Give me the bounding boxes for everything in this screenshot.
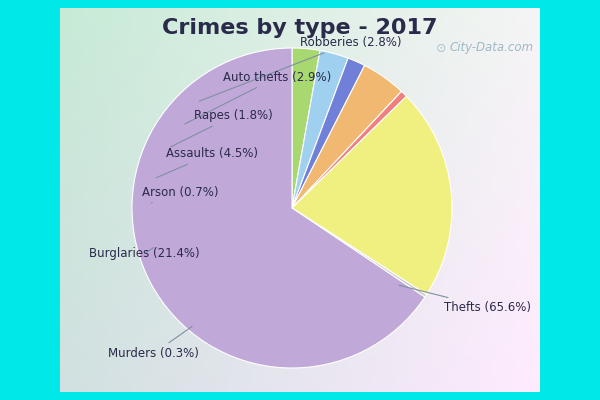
Wedge shape <box>132 48 425 368</box>
Wedge shape <box>292 58 365 208</box>
Text: City-Data.com: City-Data.com <box>450 42 534 54</box>
Text: Crimes by type - 2017: Crimes by type - 2017 <box>162 18 438 38</box>
Wedge shape <box>292 96 452 294</box>
Wedge shape <box>292 91 407 208</box>
Wedge shape <box>292 50 348 208</box>
Wedge shape <box>292 66 401 208</box>
Text: ⊙: ⊙ <box>436 42 446 54</box>
Text: Rapes (1.8%): Rapes (1.8%) <box>170 109 273 147</box>
Text: Murders (0.3%): Murders (0.3%) <box>108 326 199 360</box>
Text: Assaults (4.5%): Assaults (4.5%) <box>156 148 257 178</box>
Text: Robberies (2.8%): Robberies (2.8%) <box>199 36 401 101</box>
Wedge shape <box>292 48 320 208</box>
Wedge shape <box>292 208 427 297</box>
Text: Arson (0.7%): Arson (0.7%) <box>142 186 218 203</box>
Text: Burglaries (21.4%): Burglaries (21.4%) <box>89 247 199 260</box>
Text: Thefts (65.6%): Thefts (65.6%) <box>398 285 531 314</box>
Text: Auto thefts (2.9%): Auto thefts (2.9%) <box>185 71 331 124</box>
